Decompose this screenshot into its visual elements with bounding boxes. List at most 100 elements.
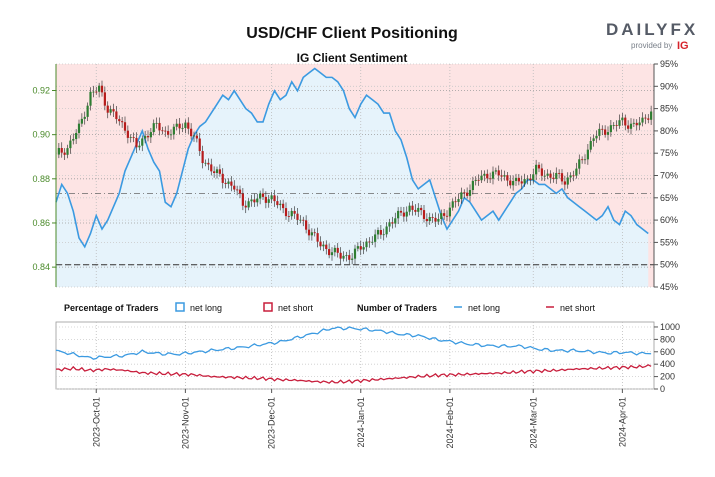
brand-name: DAILYFX xyxy=(606,20,696,39)
candle-up xyxy=(388,222,391,227)
candle-down xyxy=(164,130,167,132)
candle-down xyxy=(443,213,446,216)
candle-down xyxy=(115,111,118,120)
left-axis-label: 0.84 xyxy=(32,262,50,272)
candle-up xyxy=(270,195,273,200)
candle-up xyxy=(250,199,253,202)
candle-up xyxy=(175,123,178,127)
candle-up xyxy=(109,109,112,113)
candle-down xyxy=(135,137,138,148)
candle-down xyxy=(604,129,607,135)
candle-up xyxy=(428,217,431,222)
right-axis-label: 95% xyxy=(660,59,678,69)
candle-up xyxy=(440,213,443,220)
candle-up xyxy=(437,219,440,222)
candle-down xyxy=(123,122,127,131)
candle-down xyxy=(307,229,311,236)
candle-up xyxy=(592,138,595,141)
candle-down xyxy=(167,131,170,135)
sub-axis-label: 200 xyxy=(660,372,675,382)
candle-up xyxy=(618,120,621,126)
chart-title: USD/CHF Client Positioning xyxy=(246,25,458,42)
brand-provided-by: provided by xyxy=(631,41,672,50)
net-long-count-line xyxy=(55,326,652,360)
candle-up xyxy=(144,136,147,139)
candle-up xyxy=(138,145,141,148)
candle-up xyxy=(342,255,345,259)
candle-down xyxy=(486,173,489,179)
legend-pct-long-label: net long xyxy=(190,303,222,313)
candle-down xyxy=(282,203,285,209)
candle-down xyxy=(537,164,541,169)
candle-up xyxy=(385,226,388,235)
candle-down xyxy=(103,92,106,106)
candle-down xyxy=(190,128,193,137)
candle-up xyxy=(397,210,400,219)
candle-down xyxy=(221,173,224,183)
legend-pct-long-swatch xyxy=(175,302,185,312)
legend-pct-short-swatch xyxy=(263,302,273,312)
candle-up xyxy=(57,147,60,155)
candle-up xyxy=(66,148,69,155)
candle-down xyxy=(368,241,371,243)
candle-up xyxy=(141,138,144,146)
candle-down xyxy=(572,175,575,177)
candle-up xyxy=(606,132,610,135)
candle-down xyxy=(276,201,279,206)
candle-up xyxy=(227,181,230,184)
candle-down xyxy=(560,173,564,182)
candle-down xyxy=(328,249,331,256)
candle-down xyxy=(517,177,520,182)
candle-down xyxy=(434,217,437,222)
candle-down xyxy=(316,233,319,242)
candle-down xyxy=(293,210,296,214)
candle-up xyxy=(351,258,354,260)
x-axis-label: 2023-Oct-01 xyxy=(91,397,101,447)
candle-down xyxy=(497,170,500,176)
candle-up xyxy=(468,190,472,196)
candle-up xyxy=(394,218,397,224)
candle-down xyxy=(414,209,417,212)
candle-up xyxy=(299,219,302,221)
candle-up xyxy=(333,247,336,253)
candle-down xyxy=(581,159,584,161)
candle-down xyxy=(112,109,115,112)
candle-up xyxy=(578,159,581,169)
candle-down xyxy=(500,175,503,177)
legend-num-long-label: net long xyxy=(468,303,500,313)
candle-down xyxy=(477,179,480,181)
legend-num-short-label: net short xyxy=(560,303,596,313)
candle-up xyxy=(621,117,624,121)
candle-up xyxy=(215,169,219,173)
candle-up xyxy=(69,140,72,149)
candle-up xyxy=(89,91,92,106)
candle-down xyxy=(601,128,604,130)
candle-up xyxy=(155,122,158,124)
candle-up xyxy=(353,248,357,259)
legend: Percentage of Traders net long net short… xyxy=(64,302,596,313)
candle-up xyxy=(471,180,474,191)
candle-down xyxy=(100,85,104,93)
candle-down xyxy=(161,130,164,132)
candle-down xyxy=(402,212,405,217)
candle-down xyxy=(420,207,423,211)
candle-down xyxy=(126,130,129,138)
candle-up xyxy=(532,174,535,181)
net-long-area xyxy=(56,68,649,288)
candle-down xyxy=(624,117,627,126)
candle-up xyxy=(184,122,187,128)
candle-down xyxy=(178,123,181,129)
candle-up xyxy=(632,122,635,124)
candle-up xyxy=(152,123,155,133)
x-axis-label: 2023-Dec-01 xyxy=(267,397,277,449)
candle-up xyxy=(259,193,262,199)
candle-down xyxy=(187,122,190,129)
candle-up xyxy=(279,203,282,206)
candle-up xyxy=(408,205,411,212)
right-axis-label: 55% xyxy=(660,237,678,247)
candle-down xyxy=(644,117,647,119)
candle-up xyxy=(371,241,374,243)
candle-down xyxy=(158,122,161,131)
candle-up xyxy=(129,137,132,138)
